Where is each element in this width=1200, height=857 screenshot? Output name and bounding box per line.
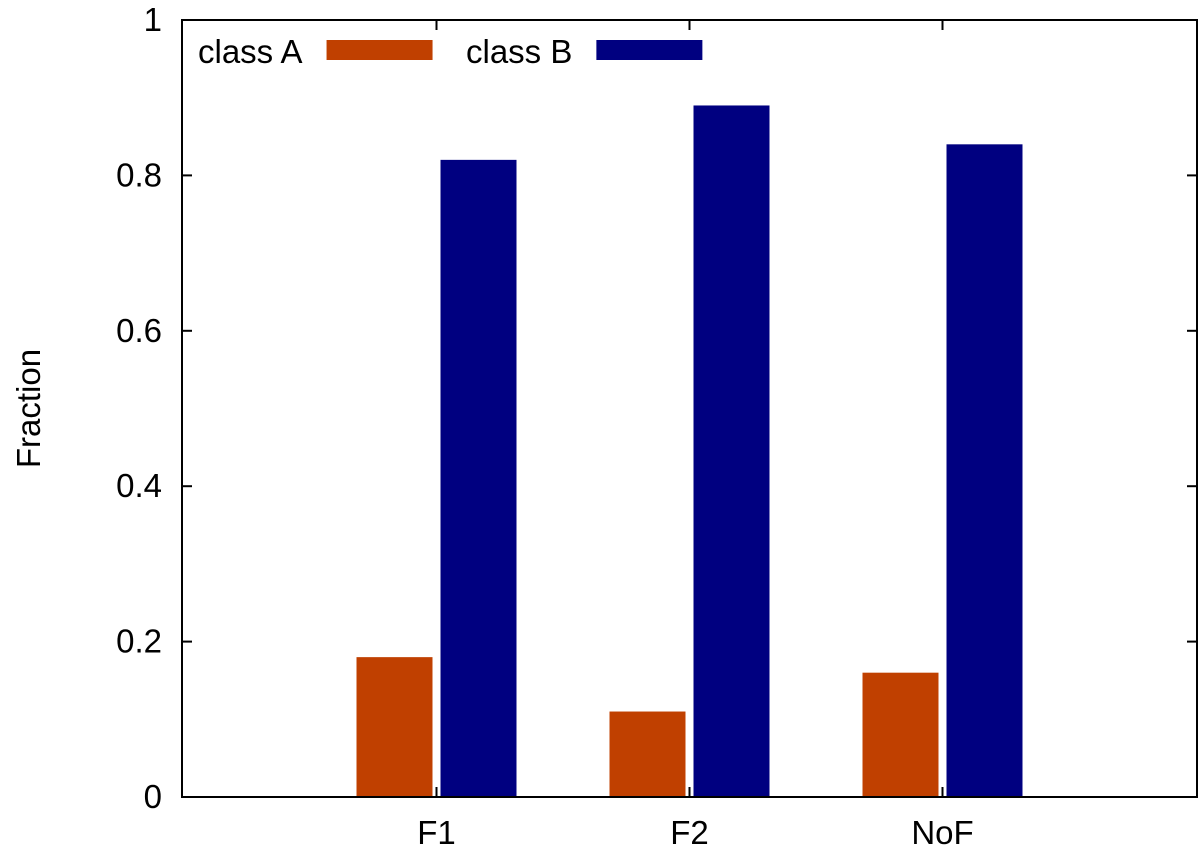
x-tick-label: F1 bbox=[417, 814, 456, 851]
y-tick-label: 0.4 bbox=[116, 467, 162, 504]
bar-class-b-f2 bbox=[693, 105, 770, 798]
plot-frame bbox=[181, 19, 1198, 798]
y-tick-label: 0.2 bbox=[116, 623, 162, 660]
bar-class-a-f1 bbox=[356, 657, 433, 797]
y-tick-label: 0 bbox=[144, 778, 162, 815]
legend-swatch bbox=[596, 40, 703, 60]
y-tick-label: 1 bbox=[144, 1, 162, 38]
x-tick-label: F2 bbox=[670, 814, 709, 851]
legend: class A class B bbox=[198, 33, 703, 70]
legend-label: class B bbox=[466, 33, 572, 70]
y-tick-label: 0.6 bbox=[116, 312, 162, 349]
y-axis-label: Fraction bbox=[10, 349, 47, 468]
x-tick-label: NoF bbox=[911, 814, 973, 851]
bar-class-a-f2 bbox=[609, 711, 686, 797]
legend-label: class A bbox=[198, 33, 303, 70]
bars bbox=[356, 105, 1023, 798]
bar-class-a-nof bbox=[862, 672, 939, 797]
bar-class-b-nof bbox=[946, 144, 1023, 797]
x-axis-ticks: F1 F2 NoF bbox=[417, 20, 974, 851]
y-tick-label: 0.8 bbox=[116, 156, 162, 193]
bar-class-b-f1 bbox=[440, 159, 517, 798]
legend-swatch bbox=[326, 40, 433, 60]
y-axis-ticks: 0 0.2 0.4 0.6 0.8 1 bbox=[116, 1, 1197, 815]
